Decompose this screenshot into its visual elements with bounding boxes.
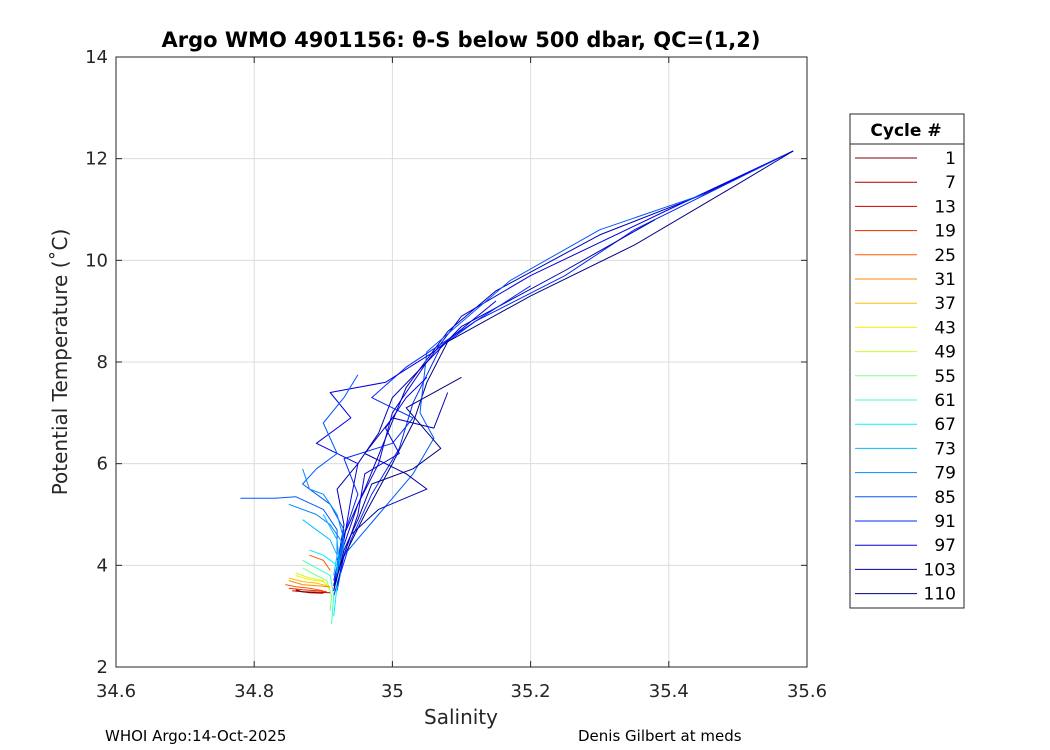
footer-left: WHOI Argo:14-Oct-2025 bbox=[105, 727, 286, 745]
y-tick-labels: 2 4 6 8 10 12 14 bbox=[85, 47, 108, 678]
series-line-29 bbox=[336, 376, 428, 586]
legend: Cycle # 1 7 13 19 25 31 37 43 49 55 61 67 73 79 85 91 97… bbox=[849, 113, 965, 609]
legend-label-43: 43 bbox=[934, 318, 956, 338]
legend-title: Cycle # bbox=[870, 121, 941, 141]
legend-label-79: 79 bbox=[934, 464, 956, 484]
y-tick-label: 6 bbox=[97, 454, 108, 475]
y-tick-label: 8 bbox=[97, 352, 108, 373]
series-line-3 bbox=[336, 150, 794, 571]
y-tick-label: 14 bbox=[85, 47, 108, 68]
series-line-12 bbox=[302, 519, 338, 576]
legend-label-73: 73 bbox=[934, 439, 956, 459]
legend-label-19: 19 bbox=[934, 222, 956, 242]
legend-entries: 1 7 13 19 25 31 37 43 49 55 61 67 73 79 85 91 97 103 110 bbox=[855, 149, 956, 605]
series-line-26 bbox=[322, 514, 342, 576]
series-line-19 bbox=[288, 580, 331, 588]
legend-label-55: 55 bbox=[934, 367, 956, 387]
x-tick-label: 35.6 bbox=[787, 681, 827, 702]
series-line-6 bbox=[333, 285, 531, 581]
series-line-18 bbox=[288, 577, 327, 587]
legend-label-85: 85 bbox=[934, 488, 956, 508]
x-tick-label: 35.2 bbox=[511, 681, 551, 702]
series-line-1 bbox=[333, 150, 794, 586]
x-axis-label: Salinity bbox=[424, 705, 498, 729]
legend-label-37: 37 bbox=[934, 294, 956, 314]
series-line-15 bbox=[302, 567, 333, 612]
legend-label-49: 49 bbox=[934, 343, 956, 363]
y-tick-label: 2 bbox=[97, 657, 108, 678]
series-line-13 bbox=[309, 549, 338, 617]
y-tick-label: 4 bbox=[97, 555, 108, 576]
legend-box bbox=[849, 113, 965, 609]
y-tick-label: 12 bbox=[85, 149, 108, 170]
legend-label-7: 7 bbox=[945, 173, 956, 193]
series-line-17 bbox=[295, 575, 331, 589]
y-axis-label: Potential Temperature (˚C) bbox=[48, 229, 72, 496]
series-line-5 bbox=[336, 219, 656, 566]
legend-label-91: 91 bbox=[934, 512, 956, 532]
series-line-25 bbox=[309, 554, 331, 571]
x-tick-label: 35.4 bbox=[649, 681, 689, 702]
x-tick-labels: 34.6 34.8 35 35.2 35.4 35.6 bbox=[96, 681, 827, 702]
legend-label-61: 61 bbox=[934, 391, 956, 411]
legend-label-97: 97 bbox=[934, 536, 956, 556]
legend-label-31: 31 bbox=[934, 270, 956, 290]
x-tick-label: 35 bbox=[381, 681, 404, 702]
series-line-4 bbox=[336, 193, 704, 591]
series-line-0 bbox=[333, 150, 794, 591]
series-line-21 bbox=[288, 587, 327, 593]
legend-label-1: 1 bbox=[945, 149, 956, 169]
chart-title: Argo WMO 4901156: θ-S below 500 dbar, QC… bbox=[162, 28, 761, 52]
grid-lines bbox=[115, 56, 808, 668]
series-line-14 bbox=[302, 559, 335, 624]
series-line-11 bbox=[288, 503, 345, 571]
series-line-28 bbox=[333, 376, 462, 591]
footer-right: Denis Gilbert at meds bbox=[578, 727, 742, 745]
series-line-7 bbox=[315, 300, 497, 586]
legend-label-103: 103 bbox=[924, 560, 956, 580]
series-line-2 bbox=[333, 150, 794, 596]
series-group bbox=[240, 150, 794, 624]
series-line-20 bbox=[285, 584, 324, 592]
y-tick-label: 10 bbox=[85, 250, 108, 271]
tick-marks bbox=[115, 56, 808, 668]
x-tick-label: 34.6 bbox=[96, 681, 136, 702]
legend-label-25: 25 bbox=[934, 246, 956, 266]
legend-label-13: 13 bbox=[934, 197, 956, 217]
legend-label-110: 110 bbox=[924, 585, 956, 605]
legend-label-67: 67 bbox=[934, 415, 956, 435]
x-tick-label: 34.8 bbox=[234, 681, 274, 702]
series-line-24 bbox=[295, 589, 317, 593]
